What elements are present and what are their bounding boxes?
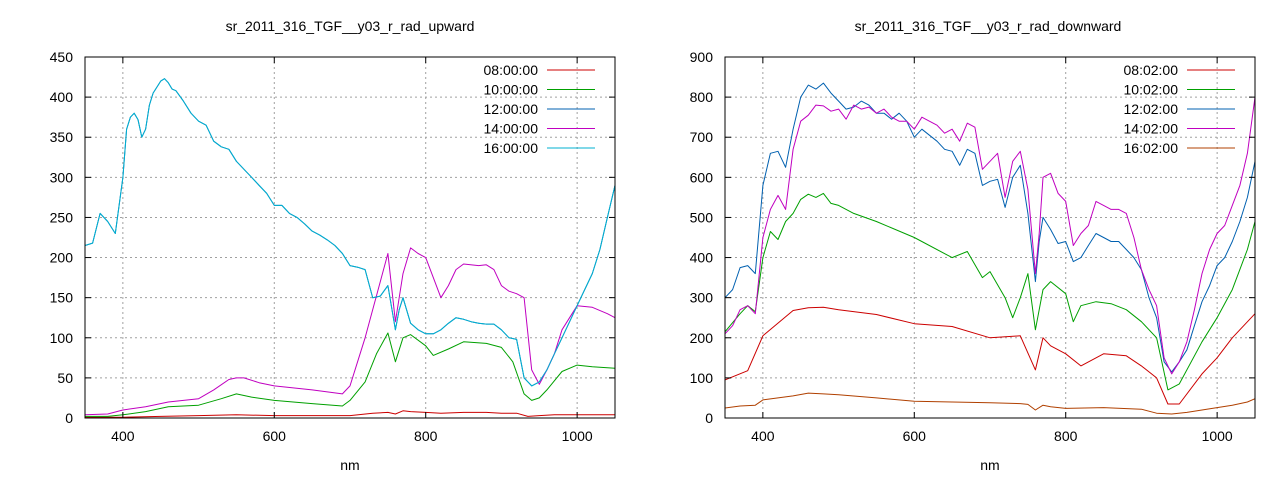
series-line-5 xyxy=(725,392,1255,415)
series-line-1 xyxy=(725,306,1255,405)
x-tick-label: 600 xyxy=(263,428,287,444)
plot-frame xyxy=(84,56,616,419)
legend-label: 08:02:00 xyxy=(1124,62,1179,78)
chart-panel-1: 400 600 800 1000 0 50 100 150 200 250 300 350 400 450… xyxy=(50,18,616,473)
legend-label: 14:00:00 xyxy=(484,121,539,137)
x-tick-label: 400 xyxy=(111,428,135,444)
series-line-5 xyxy=(85,78,615,387)
legend-label: 10:02:00 xyxy=(1124,82,1179,98)
y-tick-label: 800 xyxy=(690,89,714,105)
legend: 08:02:00 10:02:00 12:02:00 14:02:00 16:02:00 xyxy=(1124,62,1235,156)
series-line-4 xyxy=(725,97,1255,375)
chart-title: sr_2011_316_TGF__y03_r_rad_downward xyxy=(855,18,1122,34)
plot-frame xyxy=(724,56,1256,419)
series-group xyxy=(725,82,1255,415)
chart-panel-2: 400 600 800 1000 0 100 200 300 400 500 600 700 800 90… xyxy=(690,18,1256,473)
legend-label: 12:02:00 xyxy=(1124,101,1179,117)
y-tick-label: 500 xyxy=(690,209,714,225)
y-tick-label: 400 xyxy=(50,89,74,105)
legend-label: 16:02:00 xyxy=(1124,140,1179,156)
x-tick-label: 1000 xyxy=(1202,428,1233,444)
series-line-2 xyxy=(85,332,615,417)
legend-label: 14:02:00 xyxy=(1124,121,1179,137)
y-tick-label: 700 xyxy=(690,129,714,145)
y-tick-label: 300 xyxy=(50,169,74,185)
y-tick-label: 200 xyxy=(690,330,714,346)
series-line-1 xyxy=(85,410,615,418)
x-tick-label: 600 xyxy=(903,428,927,444)
legend-label: 08:00:00 xyxy=(484,62,539,78)
y-tick-label: 0 xyxy=(705,410,713,426)
y-tick-label: 250 xyxy=(50,209,74,225)
y-tick-label: 150 xyxy=(50,290,74,306)
y-tick-label: 350 xyxy=(50,129,74,145)
chart-title: sr_2011_316_TGF__y03_r_rad_upward xyxy=(226,18,475,34)
x-tick-label: 400 xyxy=(751,428,775,444)
y-tick-label: 300 xyxy=(690,290,714,306)
x-axis-label: nm xyxy=(340,457,359,473)
y-tick-label: 100 xyxy=(50,330,74,346)
legend-label: 12:00:00 xyxy=(484,101,539,117)
x-tick-label: 1000 xyxy=(562,428,593,444)
y-tick-label: 200 xyxy=(50,250,74,266)
x-tick-label: 800 xyxy=(414,428,438,444)
y-tick-label: 900 xyxy=(690,49,714,65)
legend-label: 16:00:00 xyxy=(484,140,539,156)
y-tick-label: 600 xyxy=(690,169,714,185)
series-line-2 xyxy=(725,192,1255,391)
y-tick-label: 0 xyxy=(65,410,73,426)
legend: 08:00:00 10:00:00 12:00:00 14:00:00 16:00:00 xyxy=(484,62,595,156)
series-line-3 xyxy=(725,82,1255,373)
series-group xyxy=(85,78,615,418)
y-tick-label: 100 xyxy=(690,370,714,386)
y-tick-label: 450 xyxy=(50,49,74,65)
y-tick-label: 50 xyxy=(57,370,73,386)
y-tick-label: 400 xyxy=(690,250,714,266)
x-tick-label: 800 xyxy=(1054,428,1078,444)
x-axis-label: nm xyxy=(980,457,999,473)
series-line-4 xyxy=(85,247,615,416)
legend-label: 10:00:00 xyxy=(484,82,539,98)
